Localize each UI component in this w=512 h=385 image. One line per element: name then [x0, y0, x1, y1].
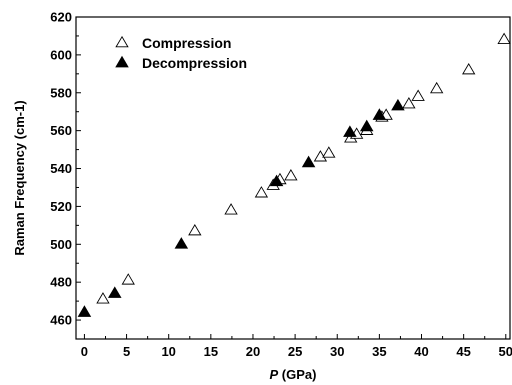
- decompression-point: [301, 155, 316, 168]
- compression-point: [497, 32, 511, 45]
- x-tick-label: 10: [161, 344, 175, 359]
- x-tick-label: 5: [123, 344, 130, 359]
- compression-point: [462, 62, 476, 75]
- decompression-point: [77, 305, 92, 317]
- compression-point: [96, 292, 110, 304]
- data-points: [77, 32, 511, 317]
- compression-point: [322, 146, 336, 158]
- axis-ticks: 0 5 10 15 20 25 30 35 40 45 50 460 480 500 520 540 560 58…: [50, 10, 512, 360]
- legend-marker-compression: [115, 35, 129, 48]
- x-tick-label: 15: [204, 344, 218, 359]
- y-tick-label: 540: [50, 161, 72, 176]
- compression-point: [121, 273, 135, 285]
- decompression-point: [174, 237, 189, 249]
- x-tick-label: 45: [456, 344, 470, 359]
- y-tick-label: 460: [50, 313, 72, 328]
- compression-point: [430, 81, 444, 94]
- legend-marker-decompression: [115, 55, 129, 68]
- x-axis-title: P (GPa): [270, 367, 317, 382]
- decompression-point: [391, 98, 405, 111]
- x-tick-label: 30: [330, 344, 344, 359]
- decompression-point: [269, 174, 284, 187]
- compression-point: [188, 223, 202, 236]
- decompression-point: [359, 119, 374, 132]
- legend-label: Decompression: [142, 55, 247, 71]
- y-axis-title: Raman Frequency (cm-1): [12, 100, 27, 255]
- x-axis-title-variable: P: [270, 367, 279, 382]
- x-axis-title-unit: (GPa): [278, 367, 316, 382]
- x-tick-label: 25: [288, 344, 302, 359]
- x-tick-label: 35: [372, 344, 386, 359]
- y-tick-label: 600: [50, 47, 72, 62]
- y-tick-label: 560: [50, 123, 72, 138]
- decompression-point: [343, 125, 357, 137]
- compression-point: [284, 169, 298, 181]
- y-tick-label: 580: [50, 85, 72, 100]
- x-tick-label: 20: [246, 344, 260, 359]
- compression-point: [254, 186, 269, 198]
- legend-label: Compression: [142, 35, 231, 51]
- decompression-point: [108, 286, 122, 298]
- x-tick-label: 50: [499, 344, 512, 359]
- legend: Compression Decompression: [115, 35, 247, 71]
- y-tick-label: 480: [50, 275, 72, 290]
- compression-point: [411, 89, 425, 101]
- compression-point: [402, 97, 416, 109]
- x-tick-label: 40: [414, 344, 428, 359]
- x-tick-label: 0: [81, 344, 88, 359]
- plot-frame: [75, 16, 511, 340]
- y-tick-label: 500: [50, 237, 72, 252]
- compression-point: [224, 203, 238, 215]
- y-tick-label: 620: [50, 10, 72, 25]
- y-tick-label: 520: [50, 199, 72, 214]
- decompression-point: [372, 108, 387, 120]
